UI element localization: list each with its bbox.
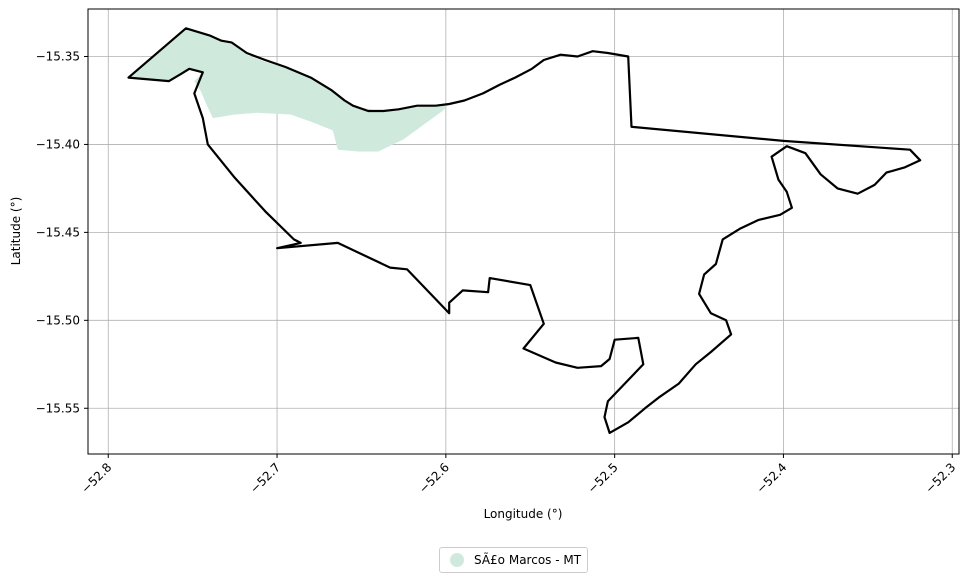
highlighted-area bbox=[128, 28, 450, 152]
boundary-layer bbox=[127, 27, 922, 434]
x-tick-label-1: −52.7 bbox=[247, 460, 283, 496]
highlight-layer bbox=[128, 28, 450, 152]
y-axis-label: Latitude (°) bbox=[9, 197, 23, 266]
y-tick-label-1: −15.40 bbox=[36, 137, 80, 151]
x-axis-label: Longitude (°) bbox=[484, 507, 563, 521]
x-tick-label-5: −52.3 bbox=[922, 460, 958, 496]
plot-frame bbox=[87, 8, 960, 455]
y-tick-label-4: −15.55 bbox=[36, 401, 80, 415]
y-tick-label-2: −15.45 bbox=[36, 225, 80, 239]
x-tick-label-0: −52.8 bbox=[78, 460, 114, 496]
municipality-boundary bbox=[127, 27, 922, 434]
legend: SÃ£o Marcos - MT bbox=[439, 547, 589, 573]
y-axis: −15.35 −15.40 −15.45 −15.50 −15.55 bbox=[36, 49, 88, 415]
y-tick-label-0: −15.35 bbox=[36, 49, 80, 63]
y-tick-label-3: −15.50 bbox=[36, 313, 80, 327]
legend-swatch bbox=[450, 553, 464, 567]
x-tick-label-3: −52.5 bbox=[585, 460, 621, 496]
x-axis: −52.8 −52.7 −52.6 −52.5 −52.4 −52.3 bbox=[78, 454, 958, 496]
x-tick-label-4: −52.4 bbox=[754, 460, 790, 496]
x-tick-label-2: −52.6 bbox=[416, 460, 452, 496]
legend-label: SÃ£o Marcos - MT bbox=[474, 553, 582, 567]
